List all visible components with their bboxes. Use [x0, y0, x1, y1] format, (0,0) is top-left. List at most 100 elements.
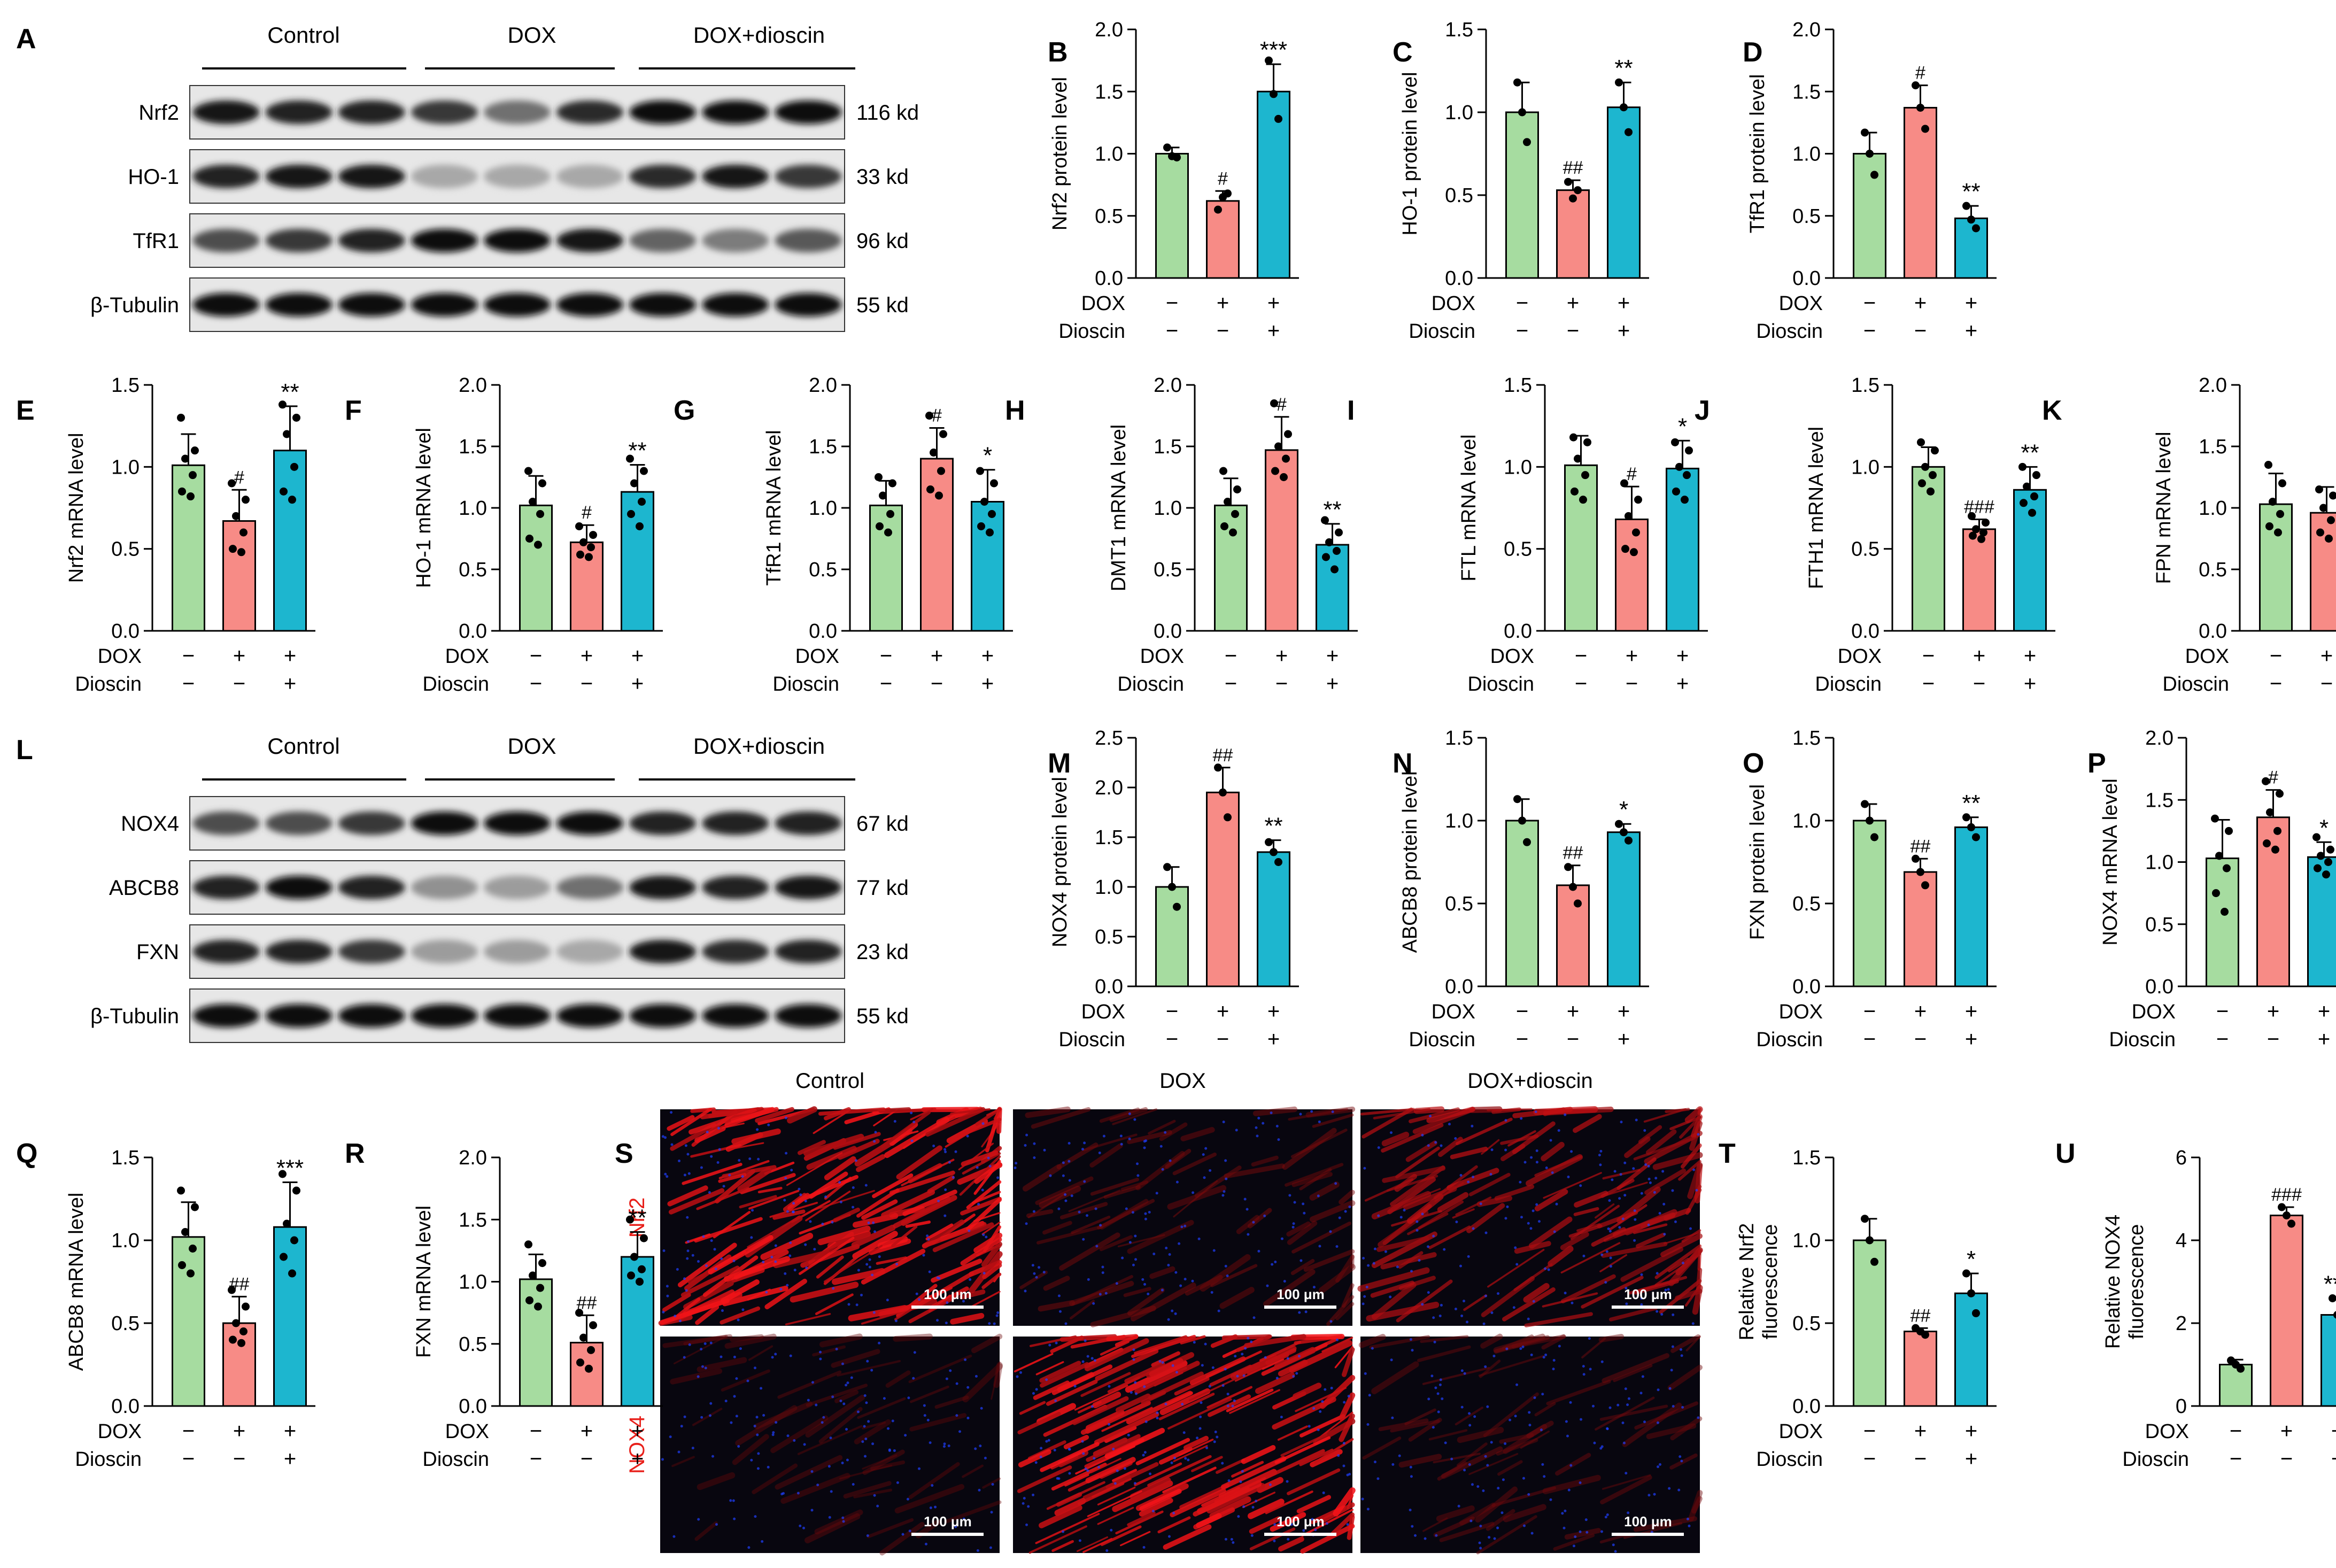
tissue-fiber	[1670, 1416, 1703, 1441]
tissue-fiber	[1357, 1267, 1430, 1292]
nucleus-dot	[886, 1299, 889, 1302]
tissue-fiber	[962, 1464, 984, 1478]
tissue-fiber	[1371, 1282, 1417, 1320]
data-point	[237, 1339, 245, 1347]
tissue-fiber	[1541, 1141, 1565, 1162]
nucleus-dot	[1563, 1526, 1566, 1530]
tissue-fiber	[1093, 1437, 1128, 1457]
blot-band	[483, 1004, 551, 1028]
nucleus-dot	[1368, 1394, 1371, 1397]
tissue-fiber	[1265, 1490, 1313, 1515]
nucleus-dot	[1204, 1147, 1208, 1150]
nucleus-dot	[842, 1520, 845, 1523]
data-point	[1564, 863, 1572, 871]
dox-row-label: DOX	[1779, 1420, 1823, 1443]
panel-letter: C	[1393, 37, 1413, 68]
tissue-fiber	[1339, 1392, 1356, 1421]
data-point	[1685, 446, 1693, 455]
tissue-fiber	[1026, 1209, 1054, 1218]
tissue-fiber	[1115, 1393, 1151, 1413]
tissue-fiber	[1595, 1396, 1655, 1431]
nucleus-dot	[1308, 1425, 1311, 1428]
blot-group-label: DOX+dioscin	[693, 733, 825, 759]
data-point	[1224, 813, 1232, 822]
nucleus-dot	[1274, 1261, 1277, 1264]
y-tick-label: 1.5	[1792, 1147, 1821, 1169]
nucleus-dot	[934, 1505, 937, 1509]
nucleus-dot	[1142, 1546, 1146, 1549]
tissue-fiber	[1147, 1455, 1212, 1487]
nucleus-dot	[984, 1456, 987, 1459]
blot-band	[265, 812, 332, 835]
nucleus-dot	[1585, 1531, 1589, 1534]
tissue-fiber	[1206, 1483, 1265, 1514]
nucleus-dot	[1618, 1197, 1621, 1200]
y-tick-label: 2.0	[2199, 374, 2227, 397]
tissue-fiber	[1339, 1413, 1355, 1442]
tissue-fiber	[680, 1265, 740, 1297]
nucleus-dot	[701, 1365, 704, 1368]
nucleus-dot	[1455, 1221, 1458, 1224]
blot-band	[775, 876, 842, 899]
tissue-fiber	[1126, 1391, 1193, 1424]
nucleus-dot	[1070, 1194, 1073, 1198]
nucleus-dot	[990, 1511, 993, 1514]
nucleus-dot	[1469, 1519, 1473, 1523]
tissue-fiber	[1573, 1207, 1599, 1216]
nucleus-dot	[685, 1289, 688, 1292]
nucleus-dot	[855, 1303, 858, 1307]
dioscin-row-label: Dioscin	[1058, 1029, 1125, 1051]
tissue-fiber	[1022, 1164, 1062, 1192]
data-point	[879, 491, 887, 500]
nucleus-dot	[774, 1353, 777, 1356]
tissue-fiber	[777, 1370, 842, 1399]
tissue-fiber	[1141, 1391, 1166, 1404]
nucleus-dot	[895, 1263, 899, 1266]
nucleus-dot	[1541, 1393, 1544, 1396]
nucleus-dot	[697, 1260, 700, 1263]
nucleus-dot	[1023, 1496, 1026, 1500]
panel-letter: N	[1393, 748, 1413, 779]
tissue-fiber	[1244, 1334, 1306, 1348]
tissue-fiber	[1056, 1492, 1082, 1507]
tissue-fiber	[1394, 1173, 1418, 1192]
nucleus-dot	[1571, 1301, 1574, 1304]
panel-letter: A	[16, 24, 36, 55]
tissue-fiber	[1104, 1427, 1165, 1459]
data-point	[585, 553, 593, 561]
nucleus-dot	[1479, 1202, 1482, 1206]
tissue-fiber	[1059, 1202, 1108, 1219]
nucleus-dot	[863, 1394, 867, 1397]
tissue-fiber	[1358, 1334, 1386, 1348]
nucleus-dot	[1649, 1181, 1652, 1184]
nucleus-dot	[1579, 1184, 1582, 1187]
data-point	[283, 1219, 291, 1228]
nucleus-dot	[724, 1400, 728, 1403]
blot-band	[265, 876, 332, 899]
nucleus-dot	[867, 1221, 870, 1224]
tissue-fiber	[1131, 1334, 1196, 1358]
blot-band	[265, 165, 332, 188]
blot-band	[775, 165, 842, 188]
nucleus-dot	[1093, 1457, 1096, 1460]
nucleus-dot	[1302, 1529, 1305, 1532]
tissue-fiber	[1598, 1181, 1648, 1199]
tissue-fiber	[1059, 1334, 1117, 1342]
y-axis-label: NOX4 mRNA level	[2099, 778, 2122, 946]
blot-band	[702, 876, 769, 899]
blot-size-label: 116 kd	[856, 101, 919, 125]
nucleus-dot	[852, 1483, 855, 1486]
nucleus-dot	[1600, 1360, 1604, 1363]
data-point	[636, 1278, 644, 1286]
data-point	[1916, 103, 1924, 112]
dox-mark: +	[1567, 1000, 1579, 1023]
dox-mark: −	[1922, 644, 1935, 668]
tissue-fiber	[1452, 1208, 1475, 1219]
tissue-fiber	[803, 1133, 864, 1156]
nucleus-dot	[661, 1135, 664, 1138]
data-point	[589, 531, 597, 539]
tissue-fiber	[1528, 1216, 1573, 1249]
data-point	[1271, 467, 1279, 475]
nucleus-dot	[1391, 1463, 1395, 1466]
